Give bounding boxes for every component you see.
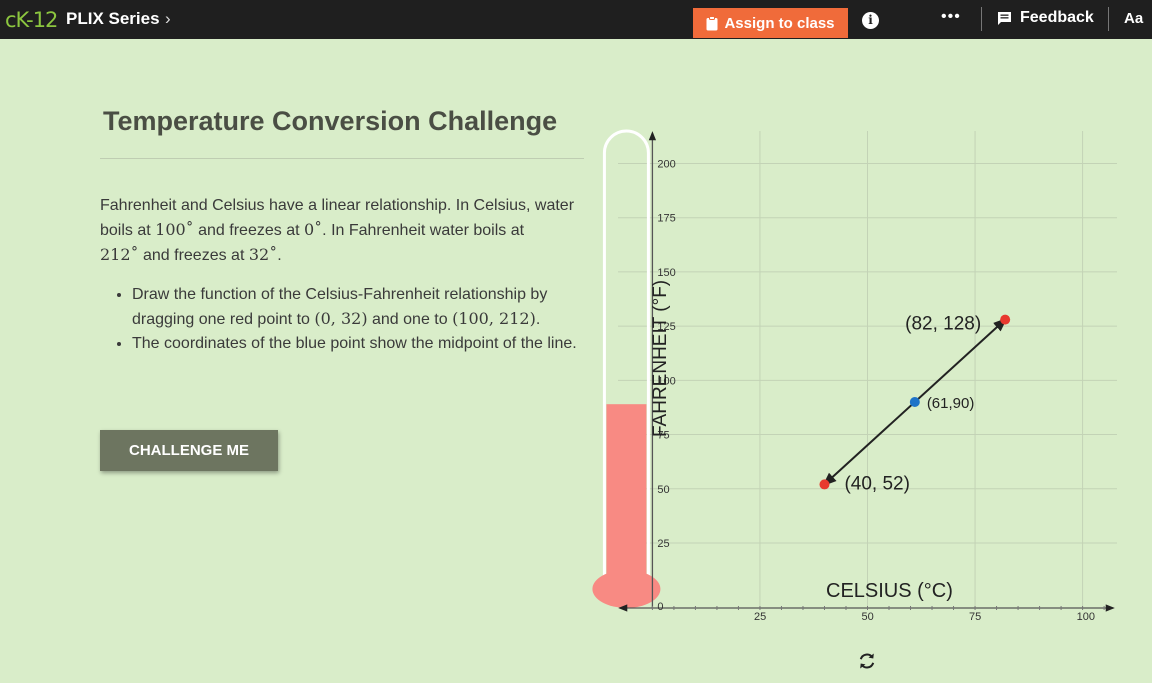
midpoint-blue [909,397,920,408]
thermometer-mercury [606,404,647,588]
y-tick-label: 125 [657,321,675,333]
feedback-icon [998,11,1011,25]
chevron-right-icon[interactable]: › [165,9,171,28]
feedback-label: Feedback [1020,9,1094,26]
y-tick-label: 100 [657,375,675,387]
point-label: (82, 128) [905,314,981,335]
desc-text: . [277,247,282,264]
desc-value: 32˚ [248,245,278,264]
x-axis-label: CELSIUS (°C) [826,580,953,602]
bullet-math: (100, 212) [452,309,536,328]
point-label: (61,90) [927,395,975,412]
x-tick-label: 100 [1077,611,1095,623]
y-tick-label: 175 [657,213,675,225]
bullet-text: and one to [367,311,453,328]
plix-series-link[interactable]: PLIX Series [66,9,160,28]
thermometer-bulb [592,570,661,608]
page-title: Temperature Conversion Challenge [103,106,558,136]
challenge-me-button[interactable]: CHALLENGE ME [100,430,278,471]
point-label: (40, 52) [844,473,909,494]
desc-text: . In Fahrenheit water boils at [322,222,525,239]
bullet-text: Draw the function of the Celsius-Fahrenh… [132,286,548,328]
x-tick-label: 75 [969,611,981,623]
clipboard-icon [706,15,718,30]
desc-value: 0˚ [303,220,323,239]
divider [981,7,982,31]
y-axis-label: FAHRENHEIT (°F) [650,280,671,437]
assign-label: Assign to class [724,14,835,32]
y-tick-label: 50 [657,484,669,496]
divider [1108,7,1109,31]
instruction-list: Draw the function of the Celsius-Fahrenh… [100,283,584,356]
x-tick-label: 50 [862,611,874,623]
list-item: Draw the function of the Celsius-Fahrenh… [132,283,584,332]
list-item: The coordinates of the blue point show t… [132,332,584,356]
feedback-button[interactable]: Feedback [997,9,1094,27]
info-icon[interactable]: i [862,12,879,29]
thermometer-tube [602,129,650,598]
bullet-text: . [535,311,541,328]
font-size-button[interactable]: Aa [1124,10,1144,27]
top-bar: cK-12 PLIX Series › Assign to class i ••… [0,0,1152,39]
refresh-icon[interactable] [857,651,877,671]
ck12-logo[interactable]: cK-12 [5,8,58,32]
assign-to-class-button[interactable]: Assign to class [693,8,848,38]
desc-text: and freezes at [138,247,249,264]
y-tick-label: 150 [657,267,675,279]
draggable-point-red[interactable] [1000,314,1011,325]
draggable-point-red[interactable] [819,479,830,490]
description: Fahrenheit and Celsius have a linear rel… [100,194,584,268]
x-tick-label: 25 [754,611,766,623]
title-divider [100,158,584,159]
desc-text: Fahrenheit and Celsius have a linear rel… [100,197,575,239]
desc-text: and freezes at [193,222,304,239]
y-tick-label: 25 [657,538,669,550]
y-tick-label: 75 [657,430,669,442]
y-tick-label: 0 [657,601,663,613]
y-tick-label: 200 [657,159,675,171]
more-options-icon[interactable]: ••• [941,8,961,25]
bullet-math: (0, 32) [314,309,368,328]
desc-value: 100˚ [155,220,194,239]
desc-value: 212˚ [100,245,139,264]
